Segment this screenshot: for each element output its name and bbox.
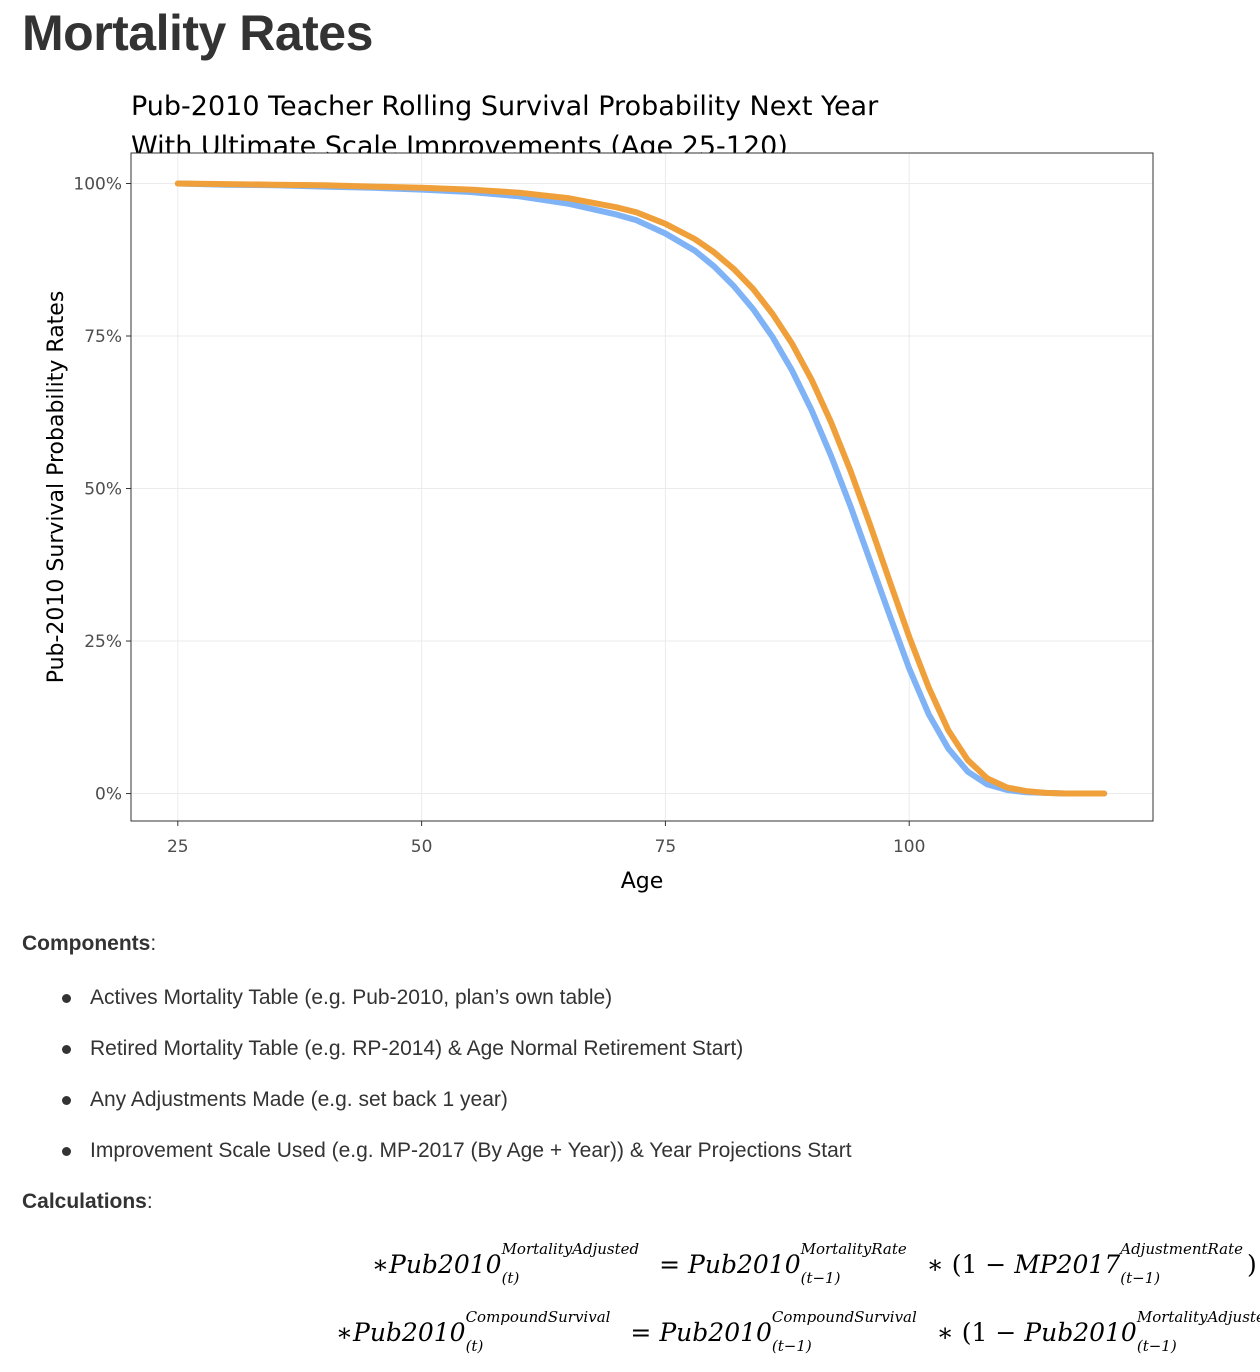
- x-tick-label: 25: [167, 837, 189, 857]
- plot-panel: [131, 153, 1153, 821]
- y-axis-ticks: 0% 25% 50% 75% 100%: [73, 175, 131, 805]
- components-heading: Components:: [22, 932, 157, 955]
- components-list: Actives Mortality Table (e.g. Pub-2010, …: [22, 980, 852, 1184]
- chart-title-line: Pub-2010 Teacher Rolling Survival Probab…: [131, 91, 879, 122]
- x-tick-label: 50: [411, 837, 433, 857]
- x-tick-label: 100: [893, 837, 925, 857]
- series-line-2: [174, 180, 1108, 797]
- list-item: Retired Mortality Table (e.g. RP-2014) &…: [22, 1031, 852, 1082]
- series-lines: [174, 180, 1108, 797]
- chart-title: Pub-2010 Teacher Rolling Survival Probab…: [131, 91, 879, 162]
- x-axis-ticks: 25 50 75 100: [167, 821, 925, 857]
- list-item: Any Adjustments Made (e.g. set back 1 ye…: [22, 1082, 852, 1133]
- list-item: Actives Mortality Table (e.g. Pub-2010, …: [22, 980, 852, 1031]
- y-tick-label: 50%: [84, 480, 122, 500]
- plot-border: [130, 152, 1154, 822]
- list-item: Improvement Scale Used (e.g. MP-2017 (By…: [22, 1133, 852, 1184]
- calculations-heading: Calculations:: [22, 1190, 153, 1213]
- y-tick-label: 0%: [95, 785, 122, 805]
- survival-chart: Pub-2010 Teacher Rolling Survival Probab…: [44, 91, 1154, 894]
- page-title: Mortality Rates: [22, 5, 373, 61]
- formula-mortality-adjusted: ∗Pub2010 MortalityAdjusted (t) = Pub2010 Mor…: [372, 1239, 1257, 1287]
- x-tick-label: 75: [655, 837, 677, 857]
- y-tick-label: 75%: [84, 327, 122, 347]
- y-tick-label: 100%: [73, 175, 122, 195]
- y-tick-label: 25%: [84, 632, 122, 652]
- y-axis-title: Pub-2010 Survival Probability Rates: [44, 291, 69, 684]
- x-axis-title: Age: [621, 869, 664, 894]
- formula-compound-survival: ∗Pub2010 CompoundSurvival (t) = Pub2010 Comp…: [336, 1307, 1260, 1355]
